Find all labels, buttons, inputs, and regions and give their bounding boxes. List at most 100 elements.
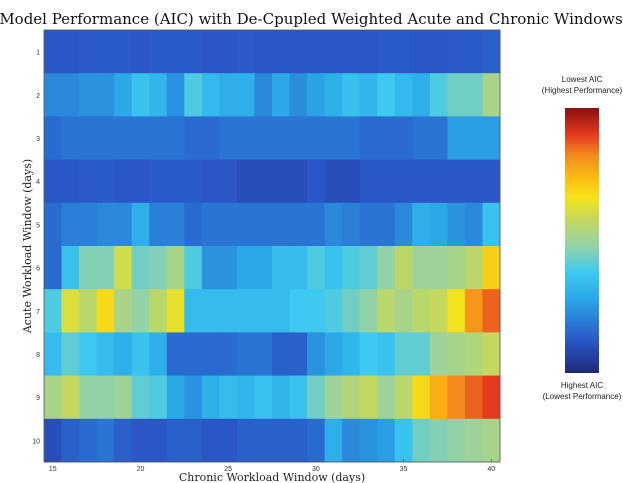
heatmap-cell [79,332,98,376]
heatmap-cell [464,30,483,74]
heatmap-cell [342,30,361,74]
heatmap-cell [429,332,448,376]
heatmap-cell [324,30,343,74]
heatmap-cell [96,116,115,160]
heatmap-cell [394,159,413,204]
heatmap-cell [464,159,483,204]
heatmap-cell [429,418,448,463]
heatmap-cell [96,375,115,420]
heatmap-cell [447,116,466,160]
heatmap-cell [79,116,98,160]
heatmap-cell [44,246,62,290]
heatmap-cell [201,332,220,376]
y-axis-label: Acute Workload Window (days) [21,159,34,334]
heatmap-cell [254,159,273,204]
heatmap-cell [447,418,466,463]
heatmap-cell [79,202,98,247]
heatmap-cell [79,30,98,74]
heatmap-cell [149,30,168,74]
heatmap-cell [482,332,501,376]
heatmap-cell [236,30,255,74]
heatmap-cell [464,332,483,376]
heatmap-cell [166,418,185,463]
heatmap-cell [324,375,343,420]
heatmap-cell [272,375,290,420]
heatmap-cell [429,73,448,117]
heatmap-cell [289,375,308,420]
heatmap-cell [324,159,343,204]
colorbar-top-label-line2: (Highest Performance) [542,86,623,95]
heatmap-cell [219,73,238,117]
heatmap-cell [429,202,448,247]
heatmap-cell [272,289,290,333]
heatmap-cell [307,375,326,420]
heatmap-cell [254,30,273,74]
heatmap-cell [149,116,168,160]
heatmap-cell [307,246,326,290]
heatmap-cell [219,202,238,247]
heatmap-cell [254,73,273,117]
heatmap-cell [289,246,308,290]
heatmap-cell [236,246,255,290]
colorbar-bottom-label-line2: (Lowest Performance) [543,392,622,401]
heatmap-cell [429,375,448,420]
heatmap-cell [131,73,150,117]
heatmap-cell [482,375,501,420]
heatmap-cell [359,159,378,204]
heatmap-cell [324,246,343,290]
heatmap-cell [342,73,361,117]
heatmap-cell [184,30,203,74]
heatmap-cell [236,159,255,204]
heatmap-cell [324,73,343,117]
heatmap-cell [79,73,98,117]
heatmap-cell [359,246,378,290]
heatmap-cell [166,159,185,204]
x-tick-label: 20 [137,466,145,473]
heatmap-cell [307,202,326,247]
y-tick-label: 10 [32,438,40,445]
heatmap-cell [272,418,290,463]
heatmap-cell [201,73,220,117]
heatmap-cell [464,375,483,420]
heatmap-cell [131,116,150,160]
heatmap-cell [412,159,431,204]
heatmap-cell [219,375,238,420]
heatmap-cell [447,159,466,204]
heatmap-cells [44,30,501,463]
heatmap-cell [61,159,80,204]
heatmap-cell [254,289,273,333]
heatmap-cell [114,332,133,376]
heatmap-cell [377,73,396,117]
heatmap-cell [61,73,80,117]
heatmap-cell [114,289,133,333]
heatmap-cell [236,375,255,420]
heatmap-cell [377,332,396,376]
heatmap-cell [96,202,115,247]
heatmap-cell [61,289,80,333]
heatmap-cell [131,159,150,204]
heatmap-cell [359,289,378,333]
heatmap-cell [412,418,431,463]
heatmap-cell [429,289,448,333]
heatmap-cell [429,116,448,160]
heatmap-cell [307,332,326,376]
heatmap-cell [184,246,203,290]
heatmap-cell [219,418,238,463]
heatmap-cell [272,202,290,247]
heatmap-cell [44,332,62,376]
heatmap-cell [254,418,273,463]
heatmap-cell [447,289,466,333]
heatmap-cell [219,159,238,204]
heatmap-cell [184,73,203,117]
heatmap-cell [342,246,361,290]
heatmap-cell [272,159,290,204]
heatmap-cell [236,289,255,333]
heatmap-cell [114,202,133,247]
chart-title: Model Performance (AIC) with De-Cpupled … [0,10,623,28]
heatmap-cell [324,116,343,160]
heatmap-cell [184,418,203,463]
heatmap-cell [114,159,133,204]
heatmap-cell [114,30,133,74]
heatmap-cell [166,246,185,290]
heatmap-cell [254,332,273,376]
